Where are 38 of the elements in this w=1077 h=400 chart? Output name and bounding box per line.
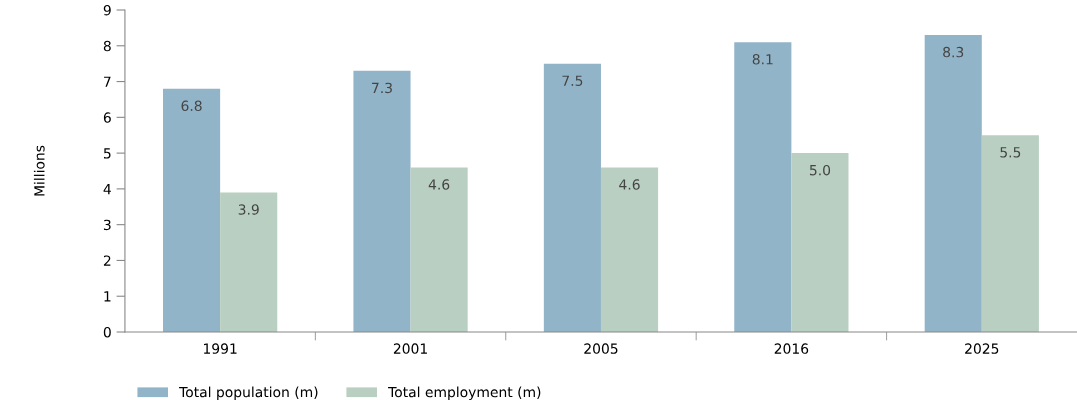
x-tick-label: 2016 <box>774 343 809 354</box>
data-label: 5.5 <box>1000 147 1021 158</box>
data-label: 6.8 <box>181 100 202 112</box>
y-tick-label: 5 <box>103 148 111 159</box>
data-label: 8.1 <box>752 54 773 65</box>
legend-label: Total population (m) <box>179 386 318 400</box>
data-label: 4.6 <box>619 179 640 190</box>
bar <box>924 35 982 332</box>
data-label: 7.5 <box>562 75 583 86</box>
x-tick-label: 2005 <box>584 343 618 354</box>
bar <box>791 153 849 332</box>
bar <box>734 42 792 332</box>
y-tick-label: 0 <box>103 326 111 338</box>
bar <box>410 167 468 332</box>
y-tick-label: 4 <box>103 184 111 195</box>
x-tick-label: 1991 <box>203 343 237 354</box>
y-axis-title: Millions <box>33 145 45 196</box>
y-tick-label: 6 <box>103 112 111 123</box>
legend-label: Total employment (m) <box>388 386 541 400</box>
y-tick-label: 1 <box>104 291 111 302</box>
bar <box>220 192 278 332</box>
data-label: 4.6 <box>428 179 450 190</box>
data-label: 8.3 <box>943 46 964 58</box>
y-tick-label: 3 <box>103 219 111 231</box>
y-tick-label: 8 <box>103 40 111 52</box>
data-label: 5.0 <box>809 164 831 176</box>
bar <box>353 70 411 332</box>
bar <box>981 135 1039 332</box>
y-tick-label: 7 <box>104 76 111 87</box>
y-tick-label: 2 <box>103 255 111 266</box>
data-label: 3.9 <box>238 204 259 215</box>
bar <box>163 88 221 332</box>
bar <box>600 167 659 332</box>
y-tick-label: 9 <box>103 4 111 16</box>
x-tick-label: 2025 <box>965 343 999 354</box>
x-tick-label: 2001 <box>393 343 427 354</box>
data-label: 7.3 <box>372 82 392 94</box>
bar <box>543 63 601 332</box>
